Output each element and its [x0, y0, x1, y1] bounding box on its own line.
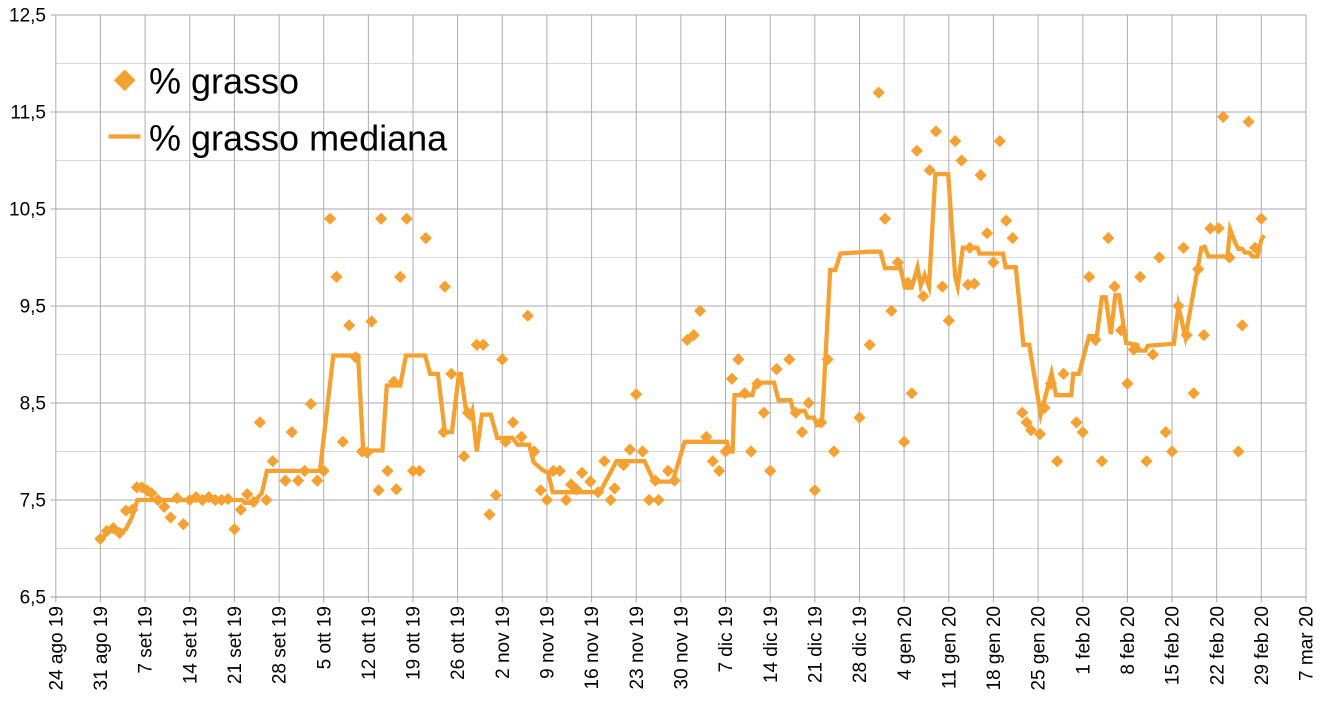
- svg-text:8,5: 8,5: [20, 394, 46, 415]
- svg-text:18 gen 20: 18 gen 20: [984, 606, 1005, 691]
- svg-text:19 ott 19: 19 ott 19: [404, 606, 425, 680]
- svg-text:21 dic 19: 21 dic 19: [805, 606, 826, 683]
- svg-text:26 ott 19: 26 ott 19: [448, 606, 469, 680]
- svg-text:14 set 19: 14 set 19: [180, 606, 201, 684]
- svg-text:9 nov 19: 9 nov 19: [538, 606, 559, 679]
- svg-text:2 nov 19: 2 nov 19: [493, 606, 514, 679]
- svg-text:28 dic 19: 28 dic 19: [850, 606, 871, 683]
- svg-text:5 ott 19: 5 ott 19: [314, 606, 335, 669]
- svg-text:12 ott 19: 12 ott 19: [359, 606, 380, 680]
- svg-text:30 nov 19: 30 nov 19: [672, 606, 693, 689]
- svg-text:7,5: 7,5: [20, 491, 46, 512]
- svg-text:25 gen 20: 25 gen 20: [1029, 606, 1050, 691]
- svg-text:16 nov 19: 16 nov 19: [582, 606, 603, 689]
- svg-text:7 dic 19: 7 dic 19: [716, 606, 737, 673]
- svg-text:1 feb 20: 1 feb 20: [1073, 606, 1094, 675]
- svg-text:11 gen 20: 11 gen 20: [939, 606, 960, 689]
- svg-text:28 set 19: 28 set 19: [270, 606, 291, 684]
- svg-text:% grasso: % grasso: [149, 61, 299, 102]
- svg-text:23 nov 19: 23 nov 19: [627, 606, 648, 689]
- svg-text:14 dic 19: 14 dic 19: [761, 606, 782, 683]
- svg-text:7 set 19: 7 set 19: [136, 606, 157, 674]
- svg-text:6,5: 6,5: [20, 588, 46, 609]
- svg-text:31 ago 19: 31 ago 19: [91, 606, 112, 691]
- svg-text:15 feb 20: 15 feb 20: [1163, 606, 1184, 685]
- svg-text:11,5: 11,5: [10, 103, 46, 124]
- svg-text:8 feb 20: 8 feb 20: [1118, 606, 1139, 675]
- svg-text:29 feb 20: 29 feb 20: [1252, 606, 1273, 685]
- svg-text:10,5: 10,5: [9, 200, 46, 221]
- svg-text:4 gen 20: 4 gen 20: [895, 606, 916, 680]
- svg-text:% grasso mediana: % grasso mediana: [149, 118, 448, 159]
- svg-text:21 set 19: 21 set 19: [225, 606, 246, 684]
- svg-text:24 ago 19: 24 ago 19: [46, 606, 67, 691]
- svg-text:7 mar 20: 7 mar 20: [1297, 606, 1318, 681]
- svg-text:9,5: 9,5: [20, 297, 46, 318]
- svg-text:12,5: 12,5: [9, 6, 46, 27]
- svg-text:22 feb 20: 22 feb 20: [1207, 606, 1228, 685]
